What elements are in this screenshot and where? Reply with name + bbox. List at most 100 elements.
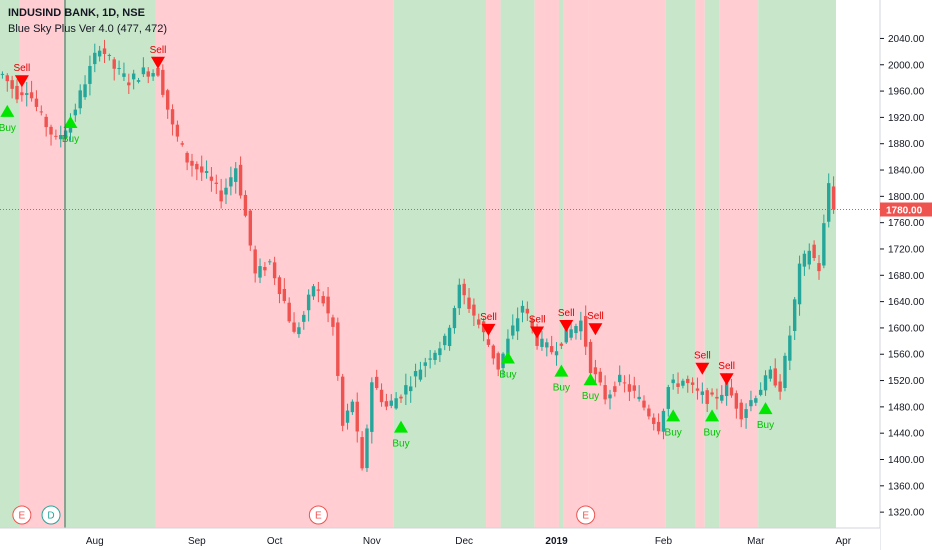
signal-zone-buy-11 (665, 0, 696, 528)
candle-body (15, 85, 19, 100)
candle-body (525, 308, 530, 314)
candle-body (409, 386, 413, 392)
sell-label: Sell (150, 45, 167, 56)
sell-arrow (719, 373, 734, 386)
candle-body (506, 338, 510, 356)
candle-body (399, 396, 403, 399)
candle-body (370, 382, 374, 432)
candle-body (457, 284, 462, 309)
candle-body (797, 263, 802, 305)
candle-body (214, 182, 218, 184)
candle-body (511, 325, 515, 336)
candle-body (302, 314, 306, 322)
candle-body (78, 90, 82, 109)
candle-body (792, 299, 797, 331)
candle-body (253, 249, 257, 274)
candle-body (700, 391, 705, 395)
candle-body (827, 183, 831, 222)
buy-arrow (500, 351, 515, 364)
earnings-marker (308, 505, 328, 525)
sell-label: Sell (587, 311, 604, 322)
buy-label: Buy (392, 439, 409, 450)
price-tick-label: 1320.00 (888, 508, 925, 519)
signals: Buy Sell Buy Sell Buy Sell Buy Sell Buy Sell Sell B… (0, 45, 774, 450)
signal-zone-sell-10 (588, 0, 666, 528)
candle-body (112, 59, 116, 69)
candle-body (671, 379, 675, 384)
candle-body (272, 262, 277, 279)
candle-body (170, 109, 175, 125)
indicator-title[interactable]: Blue Sky Plus Ver 4.0 (477, 472) (8, 23, 167, 35)
signal-zone-sell-12 (695, 0, 705, 528)
candle-body (165, 90, 170, 110)
candle-body (234, 168, 238, 182)
price-tick-label: 1880.00 (888, 139, 925, 150)
candle-body (350, 401, 355, 413)
candle-body (564, 328, 568, 343)
sell-label: Sell (480, 312, 497, 323)
time-tick-label: Nov (363, 536, 381, 547)
candle-body (598, 371, 602, 383)
candle-body (224, 187, 228, 195)
candle-body (287, 302, 291, 322)
candle-body (462, 283, 466, 296)
buy-label: Buy (499, 370, 516, 381)
time-tick-label: Aug (86, 536, 104, 547)
time-tick-label: Mar (747, 536, 765, 547)
buy-label: Buy (703, 427, 720, 438)
candle-body (540, 338, 544, 347)
price-tick-label: 1640.00 (888, 297, 925, 308)
candle-body (608, 394, 612, 399)
signal-zone-buy-0 (0, 0, 20, 528)
candle-body (676, 383, 680, 387)
signal-zone-sell-9 (563, 0, 589, 528)
signal-zone-buy-6 (500, 0, 535, 528)
candle-body (161, 69, 165, 95)
candle-body (122, 73, 126, 77)
candle-body (496, 353, 500, 370)
candle-body (695, 388, 700, 391)
dividend-marker (41, 505, 61, 525)
candle-body (292, 322, 296, 332)
candle-body (627, 384, 632, 392)
candle-body (97, 50, 102, 57)
candle-body (817, 263, 821, 272)
price-tick-label: 1800.00 (888, 192, 925, 203)
candle-body (29, 92, 34, 99)
candle-body (545, 342, 549, 348)
price-axis-bg (880, 0, 932, 528)
candle-body (720, 394, 724, 401)
candle-body (661, 410, 666, 432)
time-tick-label: Apr (836, 536, 852, 547)
candle-body (729, 387, 734, 396)
candle-body (739, 402, 743, 420)
buy-label: Buy (665, 427, 682, 438)
candle-body (93, 52, 97, 65)
candle-body (282, 288, 287, 301)
candle-body (127, 82, 131, 86)
candle-body (438, 348, 442, 356)
dividend-marker-label: D (47, 511, 54, 522)
candle-body (102, 48, 107, 54)
candle-body (0, 73, 5, 75)
candle-body (34, 98, 39, 107)
candle-body (423, 362, 427, 366)
candle-body (734, 393, 739, 409)
candle-body (831, 186, 836, 210)
symbol-title[interactable]: INDUSIND BANK, 1D, NSE (8, 7, 145, 19)
sell-arrow (150, 56, 165, 69)
candle-body (59, 135, 63, 140)
candle-body (336, 322, 340, 376)
candle-body (666, 387, 671, 409)
time-tick-label: Oct (267, 536, 283, 547)
buy-label: Buy (553, 383, 570, 394)
candle-body (491, 345, 496, 359)
candle-body (355, 401, 359, 432)
candle-body (345, 410, 350, 423)
candle-body (749, 400, 753, 407)
price-tick-label: 1680.00 (888, 271, 925, 282)
candle-body (316, 289, 321, 291)
candle-body (44, 116, 48, 128)
sell-arrow (559, 319, 574, 332)
